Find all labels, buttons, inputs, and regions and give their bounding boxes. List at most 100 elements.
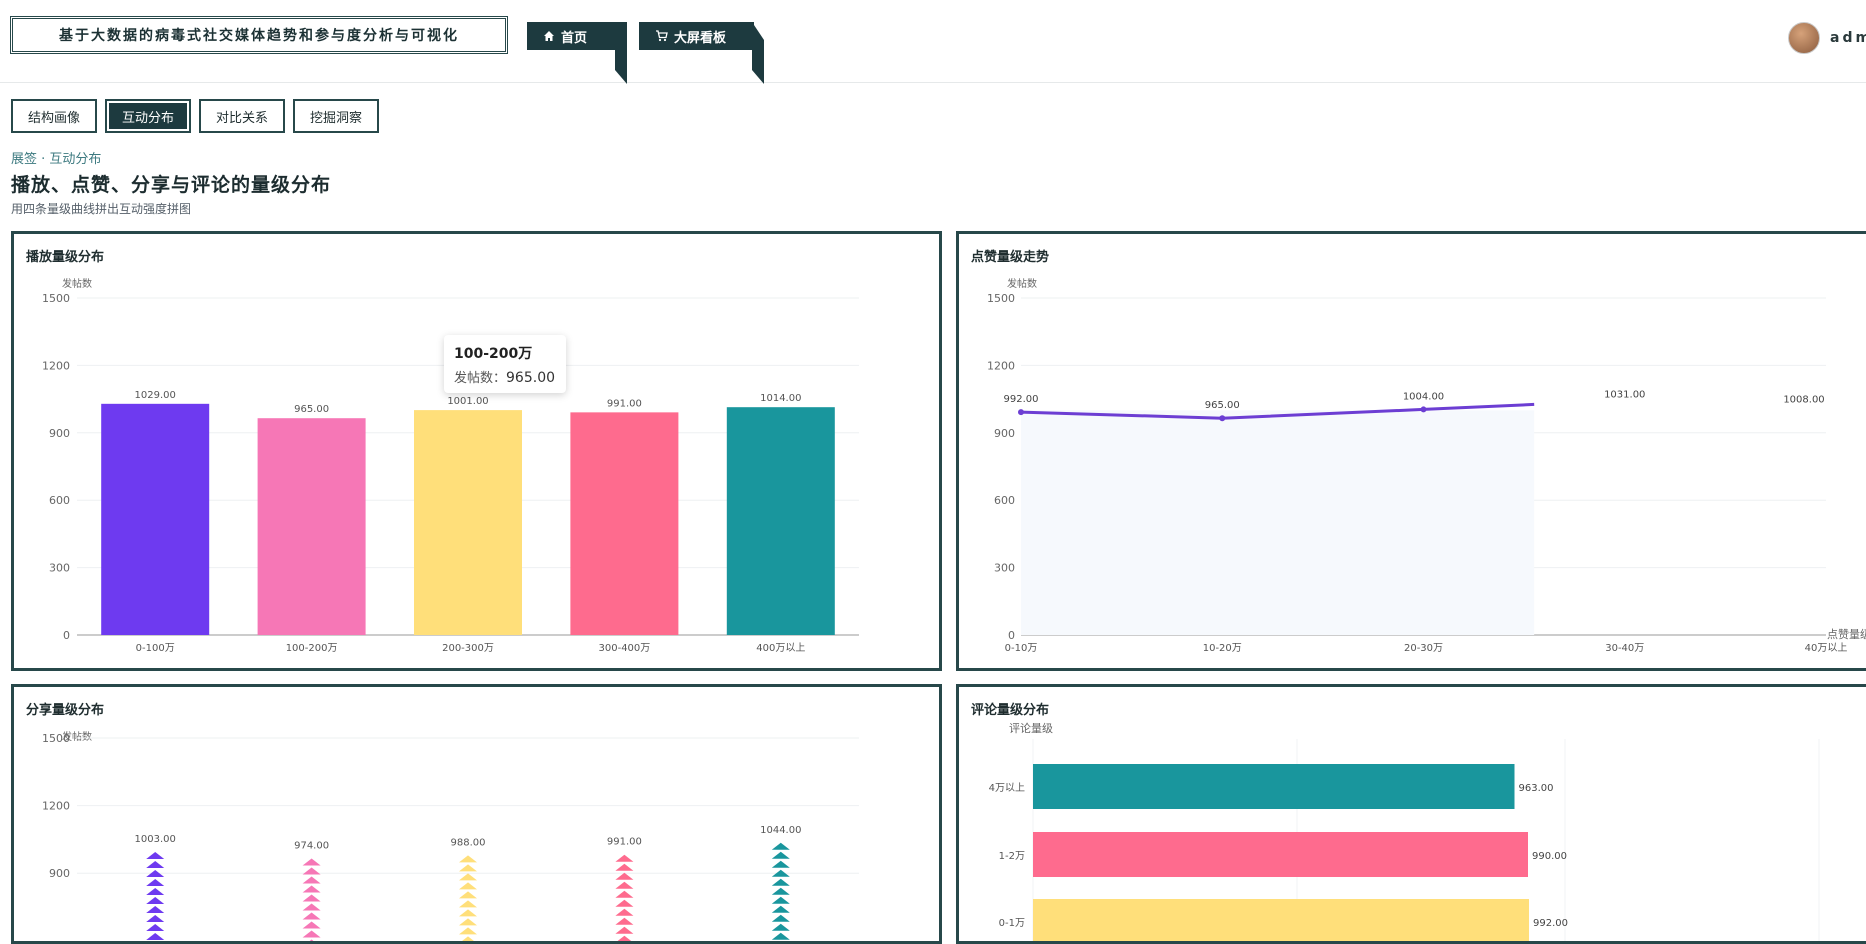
x-tick-label: 400万以上 (756, 642, 805, 654)
pictorial-mark (146, 905, 165, 913)
bar (1033, 832, 1528, 877)
nav-home-flag-decoration (615, 22, 627, 84)
pictorial-mark (615, 926, 634, 934)
top-bar: 基于大数据的病毒式社交媒体趋势和参与度分析与可视化 首页 大屏看板 admin (0, 0, 1866, 84)
pictorial-mark (615, 854, 634, 862)
play-bar-chart[interactable]: 发帖数 0 300 600 900 1200 1500 1029.00 0-100万 965.00… (14, 234, 939, 668)
chart-title: 评论量级分布 (971, 703, 1050, 718)
pictorial-mark (615, 872, 634, 880)
y-axis-label: 发帖数 (62, 277, 92, 290)
nav-dashboard-flag-decoration (752, 22, 764, 84)
data-label: 1004.00 (1403, 391, 1444, 402)
x-axis-label: 点赞量级 (1827, 628, 1866, 641)
nav-home-label: 首页 (561, 30, 588, 46)
data-label: 965.00 (1205, 400, 1240, 411)
data-label: 1014.00 (760, 393, 801, 404)
data-point (1420, 406, 1427, 413)
breadcrumb: 展签 · 互动分布 (11, 152, 102, 167)
data-label: 1031.00 (1604, 389, 1645, 400)
pictorial-mark (302, 903, 321, 911)
y-tick-label: 900 (49, 867, 70, 880)
bar (101, 403, 210, 635)
y-axis-label: 发帖数 (1007, 277, 1037, 290)
tab-insight[interactable]: 挖掘洞察 (293, 99, 380, 133)
pictorial-mark (146, 851, 165, 859)
y-tick-label: 1200 (42, 359, 70, 372)
tab-structure[interactable]: 结构画像 (11, 99, 98, 133)
pictorial-mark (302, 885, 321, 893)
data-label: 992.00 (1533, 918, 1568, 929)
share-pictorial-chart[interactable]: 发帖数 900 1200 1500 1003.00 974.00 988.00 991.00 1… (14, 687, 939, 941)
pictorial-mark (146, 914, 165, 922)
data-label: 963.00 (1519, 783, 1554, 794)
user-menu[interactable]: admin (1788, 22, 1866, 54)
pictorial-mark (462, 936, 474, 941)
tooltip-value: 965.00 (506, 370, 556, 386)
pictorial-mark (146, 860, 165, 868)
pictorial-mark (771, 887, 790, 895)
data-label: 1001.00 (447, 396, 488, 407)
y-tick-label: 1-2万 (999, 851, 1025, 862)
bar (1033, 899, 1529, 941)
y-tick-label: 900 (49, 427, 70, 440)
pictorial-mark (459, 927, 477, 935)
x-tick-label: 20-30万 (1404, 643, 1443, 654)
y-tick-label: 600 (994, 494, 1015, 507)
pictorial-mark (146, 887, 165, 895)
app-title: 基于大数据的病毒式社交媒体趋势和参与度分析与可视化 (10, 16, 508, 54)
pictorial-mark (459, 918, 477, 926)
data-label: 988.00 (451, 837, 486, 848)
data-label: 1003.00 (135, 834, 176, 845)
pictorial-mark (459, 900, 477, 908)
comment-hbar-chart[interactable]: 评论量级 963.00 4万以上 990.00 1-2万 992.00 0-1万 (959, 687, 1866, 941)
chart-card-share: 分享量级分布 发帖数 900 1200 1500 1003.00 974.00 988.00… (11, 684, 942, 944)
chart-card-comment: 评论量级分布 评论量级 963.00 4万以上 990.00 1-2万 992.00 0-1… (956, 684, 1866, 944)
page-title: 播放、点赞、分享与评论的量级分布 (11, 174, 332, 196)
y-tick-label: 300 (49, 562, 70, 575)
nav-home-button[interactable]: 首页 (527, 22, 627, 50)
y-tick-label: 0 (1008, 629, 1015, 642)
data-point (1219, 415, 1226, 422)
x-tick-label: 200-300万 (442, 643, 494, 654)
y-tick-label: 1200 (987, 359, 1015, 372)
pictorial-mark (302, 876, 321, 884)
pictorial-mark (615, 863, 634, 871)
x-tick-label: 40万以上 (1805, 642, 1848, 654)
pictorial-mark (146, 932, 165, 940)
data-label: 1029.00 (135, 390, 176, 401)
pictorial-mark (771, 842, 790, 850)
pictorial-mark (615, 881, 634, 889)
pictorial-mark (771, 896, 790, 904)
chart-title: 分享量级分布 (26, 703, 105, 718)
view-tabs: 结构画像 互动分布 对比关系 挖掘洞察 (11, 99, 380, 133)
y-tick-label: 900 (994, 427, 1015, 440)
chart-card-like: 点赞量级走势 发帖数 0 300 600 900 1200 1500 992.00 0-10万 9… (956, 231, 1866, 671)
y-axis-label: 发帖数 (62, 730, 92, 743)
pictorial-mark (459, 882, 477, 890)
tab-compare[interactable]: 对比关系 (199, 99, 286, 133)
chart-title: 点赞量级走势 (971, 250, 1050, 265)
bar (570, 412, 679, 635)
data-label: 992.00 (1004, 394, 1039, 405)
data-point (1018, 409, 1024, 416)
pictorial-mark (146, 923, 165, 931)
nav-dashboard-button[interactable]: 大屏看板 (639, 22, 754, 50)
area-fill (1021, 410, 1535, 635)
pictorial-mark (615, 917, 634, 925)
pictorial-mark (309, 939, 314, 941)
y-tick-label: 0-1万 (999, 918, 1025, 929)
pictorial-mark (146, 869, 165, 877)
pictorial-mark (459, 855, 477, 863)
pictorial-mark (771, 878, 790, 886)
like-line-chart[interactable]: 发帖数 0 300 600 900 1200 1500 992.00 0-10万 965.00 10… (959, 234, 1866, 668)
pictorial-mark (459, 891, 477, 899)
tab-interaction[interactable]: 互动分布 (105, 99, 192, 133)
chart-tooltip: 100-200万 发帖数：965.00 (444, 335, 566, 393)
pictorial-mark (459, 873, 477, 881)
x-tick-label: 10-20万 (1203, 643, 1242, 654)
data-label: 991.00 (607, 837, 642, 848)
avatar[interactable] (1788, 22, 1820, 54)
data-label: 974.00 (294, 841, 329, 852)
bar (1033, 764, 1515, 809)
y-tick-label: 1500 (987, 292, 1015, 305)
